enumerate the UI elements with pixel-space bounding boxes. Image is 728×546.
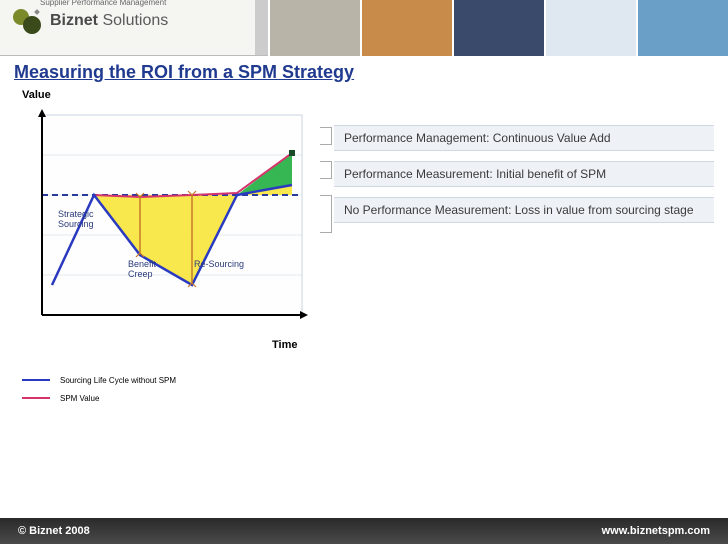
- legend: Sourcing Life Cycle without SPM SPM Value: [22, 371, 176, 407]
- legend-swatch-0: [22, 379, 50, 381]
- bracket-bottom: [320, 195, 332, 233]
- legend-row-1: SPM Value: [22, 389, 176, 407]
- header-photo-3: [452, 0, 544, 56]
- legend-swatch-1: [22, 397, 50, 399]
- header-photo-4: [544, 0, 636, 56]
- website-url: www.biznetspm.com: [602, 525, 710, 537]
- bracket-top: [320, 127, 332, 145]
- footer-bar: © Biznet 2008 www.biznetspm.com: [0, 518, 728, 544]
- chart-area: Value Time StrategicSourcingBenefitCreep…: [10, 91, 320, 421]
- copyright: © Biznet 2008: [18, 525, 90, 537]
- header-photo-2: [360, 0, 452, 56]
- content-area: Value Time StrategicSourcingBenefitCreep…: [0, 87, 728, 93]
- logo-block: Biznet Solutions: [12, 6, 168, 36]
- legend-label-0: Sourcing Life Cycle without SPM: [60, 376, 176, 385]
- legend-row-0: Sourcing Life Cycle without SPM: [22, 371, 176, 389]
- right-box-2: No Performance Measurement: Loss in valu…: [334, 197, 714, 223]
- right-label-boxes: Performance Management: Continuous Value…: [334, 125, 714, 233]
- right-box-0: Performance Management: Continuous Value…: [334, 125, 714, 151]
- bracket-mid: [320, 161, 332, 179]
- right-box-1: Performance Measurement: Initial benefit…: [334, 161, 714, 187]
- y-axis-label: Value: [22, 89, 51, 101]
- brand-light: Solutions: [102, 12, 168, 29]
- header-photo-5: [636, 0, 728, 56]
- svg-text:Strategic: Strategic: [58, 209, 94, 219]
- logo-icon: [12, 6, 42, 36]
- page-title: Measuring the ROI from a SPM Strategy: [14, 62, 354, 82]
- title-bar: Measuring the ROI from a SPM Strategy: [0, 56, 728, 87]
- svg-text:Benefit: Benefit: [128, 259, 157, 269]
- brand-text: Biznet Solutions: [50, 12, 168, 30]
- header-bar: Biznet Solutions Supplier Performance Ma…: [0, 0, 728, 56]
- legend-label-1: SPM Value: [60, 394, 99, 403]
- brand-bold: Biznet: [50, 12, 98, 29]
- svg-text:Re-Sourcing: Re-Sourcing: [194, 259, 244, 269]
- header-photo-1: [268, 0, 360, 56]
- svg-text:Creep: Creep: [128, 269, 153, 279]
- roi-chart: StrategicSourcing BenefitCreep Re-Sourcing: [10, 105, 310, 345]
- svg-text:Sourcing: Sourcing: [58, 219, 94, 229]
- header-photo-strip: [268, 0, 728, 56]
